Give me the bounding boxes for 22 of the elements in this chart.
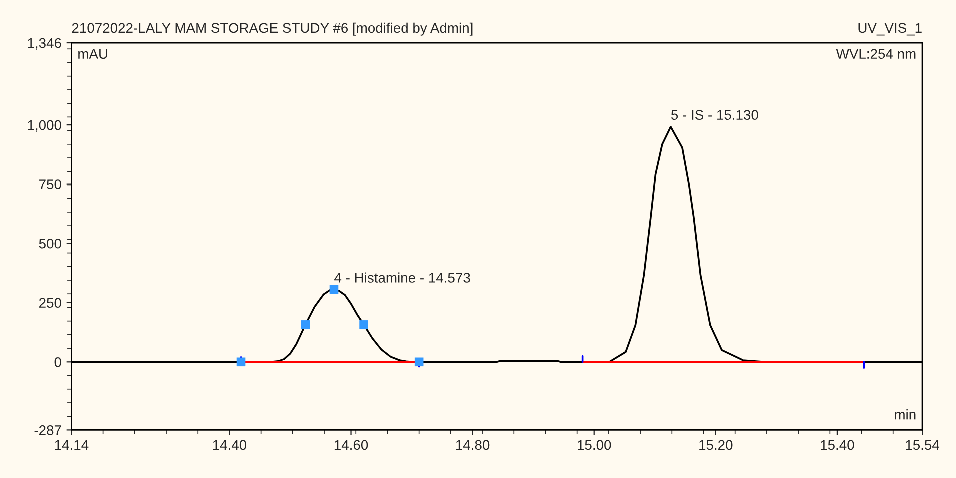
x-tick-label: 14.60 [334, 440, 368, 450]
x-tick-label: 14.14 [55, 440, 89, 450]
x-tick-label: 15.40 [821, 440, 854, 450]
y-tick-label: 1,346 [28, 38, 62, 50]
y-tick-label: 250 [40, 298, 62, 308]
x-tick-label: 15.00 [578, 440, 612, 450]
text: UV_VIS_1 [858, 23, 922, 36]
y-tick-label: 500 [39, 238, 62, 249]
annotation: 4 - Histamine - 14.573 [334, 272, 470, 283]
annotation: 5 - IS - 15.130 [671, 110, 758, 120]
y-tick-label: -287 [34, 426, 62, 436]
x-tick-label: 14.80 [456, 440, 490, 450]
y-tick-label: 750 [40, 180, 62, 190]
y-axis-title: mAU [78, 49, 108, 60]
annotation: WVL:254 nm [836, 49, 916, 60]
y-tick-label: 0 [54, 357, 62, 368]
x-tick-label: 14.40 [213, 440, 247, 450]
x-axis-title: min [895, 410, 916, 420]
x-tick-label: 15.20 [700, 440, 733, 450]
chart-title: 21072022-LALY MAM STORAGE STUDY #6 [modified by Admin] [72, 22, 473, 36]
x-tick-label: 15.54 [906, 440, 940, 450]
y-tick-label: 1,000 [28, 120, 62, 132]
